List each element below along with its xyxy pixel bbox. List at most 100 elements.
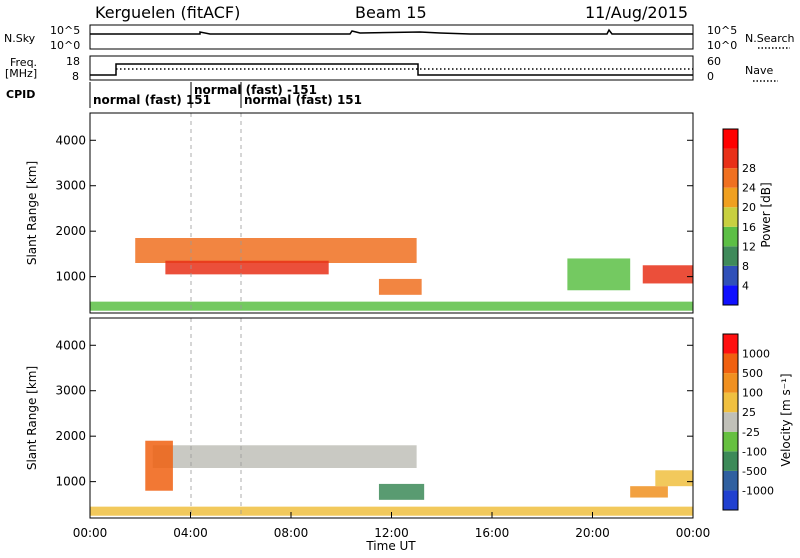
beam-title: Beam 15 bbox=[355, 3, 427, 22]
freq-unit: [MHz] bbox=[5, 67, 37, 80]
velocity-echo-region-3 bbox=[145, 440, 173, 491]
power-colorbar-tick: 8 bbox=[742, 260, 749, 273]
cpid-label: CPID bbox=[6, 88, 35, 101]
velocity-colorbar-swatch bbox=[723, 412, 738, 432]
cpid-segment-1: normal (fast) 151 bbox=[93, 93, 211, 107]
velocity-colorbar-swatch bbox=[723, 490, 738, 510]
date-title: 11/Aug/2015 bbox=[585, 3, 688, 22]
velocity-colorbar-swatch bbox=[723, 431, 738, 452]
power-colorbar: 4 8 12 16 20 24 28 Power [dB] bbox=[722, 128, 773, 306]
velocity-heatmap-marks bbox=[90, 440, 693, 516]
nsearch-label: N.Search bbox=[745, 32, 795, 45]
xtick-label: 00:00 bbox=[73, 526, 108, 540]
nave-label: Nave bbox=[745, 64, 773, 77]
velocity-colorbar-tick: 100 bbox=[742, 387, 763, 400]
power-ytick-label: 3000 bbox=[55, 179, 86, 193]
power-colorbar-swatch bbox=[723, 168, 738, 188]
velocity-colorbar-swatch bbox=[723, 373, 738, 393]
station-title: Kerguelen (fitACF) bbox=[95, 3, 240, 22]
power-colorbar-tick: 24 bbox=[742, 182, 756, 195]
nsky-tick-bottom: 10^0 bbox=[50, 39, 80, 52]
velocity-echo-region-1 bbox=[90, 506, 693, 516]
power-echo-region-3 bbox=[165, 260, 329, 275]
nave-tick-bottom: 0 bbox=[707, 70, 714, 83]
velocity-colorbar-tick: -100 bbox=[742, 445, 767, 458]
velocity-colorbar-swatch bbox=[723, 392, 738, 413]
velocity-colorbar-tick: 500 bbox=[742, 367, 763, 380]
power-echo-region-2 bbox=[135, 238, 417, 263]
velocity-colorbar-swatch bbox=[723, 353, 738, 374]
cpid-row: CPID normal (fast) 151 normal (fast) -15… bbox=[6, 82, 362, 108]
velocity-ytick-label: 1000 bbox=[55, 475, 86, 489]
power-colorbar-swatch bbox=[723, 285, 738, 305]
power-colorbar-swatch bbox=[723, 246, 738, 266]
velocity-colorbar-swatch bbox=[723, 334, 738, 354]
xtick-label: 00:00 bbox=[676, 526, 711, 540]
power-heatmap-marks bbox=[90, 238, 693, 311]
power-ylabel: Slant Range [km] bbox=[25, 161, 39, 265]
xtick-label: 04:00 bbox=[173, 526, 208, 540]
freq-panel: Freq. [MHz] 18 8 60 0 Nave bbox=[5, 55, 778, 83]
power-echo-region-1 bbox=[90, 301, 693, 311]
cpid-segment-3: normal (fast) 151 bbox=[244, 93, 362, 107]
velocity-ylabel: Slant Range [km] bbox=[25, 366, 39, 470]
xtick-label: 20:00 bbox=[575, 526, 610, 540]
power-y-ticks: 1000 2000 3000 4000 bbox=[55, 133, 693, 284]
power-colorbar-tick: 20 bbox=[742, 201, 756, 214]
velocity-ytick-label: 2000 bbox=[55, 429, 86, 443]
velocity-colorbar-tick: 1000 bbox=[742, 348, 770, 361]
freq-tick-bottom: 8 bbox=[72, 70, 79, 83]
power-colorbar-frame bbox=[722, 128, 739, 306]
xtick-label: 16:00 bbox=[475, 526, 510, 540]
velocity-echo-region-2 bbox=[152, 445, 417, 468]
velocity-colorbar: 1000 500 100 25 -25 -100 -500 -1000 Velocity [m… bbox=[722, 333, 793, 511]
velocity-ytick-label: 4000 bbox=[55, 338, 86, 352]
power-echo-region-5 bbox=[567, 258, 631, 291]
nsky-trace bbox=[90, 28, 693, 35]
x-axis-ticks: 00:00 04:00 08:00 12:00 16:00 20:00 00:00 bbox=[73, 512, 711, 540]
freq-tick-top: 18 bbox=[66, 55, 80, 68]
velocity-colorbar-frame bbox=[722, 333, 739, 511]
power-echo-region-4 bbox=[378, 278, 422, 295]
cpid-segment-2: normal (fast) -151 bbox=[194, 83, 317, 97]
velocity-colorbar-label: Velocity [m s⁻¹] bbox=[779, 373, 793, 466]
power-colorbar-tick: 4 bbox=[742, 279, 749, 292]
freq-label: Freq. bbox=[10, 56, 37, 69]
nsearch-tick-top: 10^5 bbox=[707, 24, 737, 37]
velocity-ytick-label: 3000 bbox=[55, 384, 86, 398]
power-colorbar-tick: 28 bbox=[742, 162, 756, 175]
velocity-echo-region-4 bbox=[378, 483, 425, 500]
power-colorbar-swatch bbox=[723, 207, 738, 227]
nsky-panel: N.Sky 10^5 10^0 10^5 10^0 N.Search bbox=[4, 24, 795, 52]
power-colorbar-swatch bbox=[723, 129, 738, 149]
x-axis-label: Time UT bbox=[365, 539, 416, 553]
power-colorbar-swatch bbox=[723, 148, 738, 169]
velocity-y-ticks: 1000 2000 3000 4000 bbox=[55, 338, 693, 489]
nsky-tick-top: 10^5 bbox=[50, 24, 80, 37]
velocity-echo-region-5 bbox=[630, 486, 668, 498]
velocity-colorbar-tick: 25 bbox=[742, 406, 756, 419]
freq-trace bbox=[90, 63, 693, 76]
nsearch-tick-bottom: 10^0 bbox=[707, 39, 737, 52]
power-panel: 1000 2000 3000 4000 Slant Range [km] bbox=[25, 112, 694, 314]
power-colorbar-swatch bbox=[723, 265, 738, 286]
power-colorbar-tick: 16 bbox=[742, 221, 756, 234]
power-colorbar-swatch bbox=[723, 226, 738, 247]
velocity-colorbar-tick: -1000 bbox=[742, 484, 774, 497]
xtick-label: 12:00 bbox=[374, 526, 409, 540]
velocity-echo-region-6 bbox=[655, 470, 693, 487]
power-ytick-label: 1000 bbox=[55, 270, 86, 284]
power-colorbar-label: Power [dB] bbox=[759, 182, 773, 247]
xtick-label: 08:00 bbox=[274, 526, 309, 540]
power-colorbar-tick: 12 bbox=[742, 240, 756, 253]
power-echo-region-6 bbox=[642, 265, 693, 284]
velocity-colorbar-tick: -500 bbox=[742, 465, 767, 478]
velocity-colorbar-tick: -25 bbox=[742, 426, 760, 439]
nsky-label: N.Sky bbox=[4, 32, 36, 45]
velocity-colorbar-swatch bbox=[723, 451, 738, 471]
power-colorbar-swatch bbox=[723, 187, 738, 208]
nave-tick-top: 60 bbox=[707, 55, 721, 68]
velocity-colorbar-swatch bbox=[723, 470, 738, 491]
